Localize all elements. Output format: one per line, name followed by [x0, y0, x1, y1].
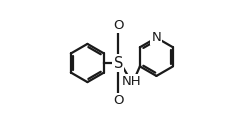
Text: O: O	[113, 19, 124, 32]
Text: N: N	[152, 31, 161, 44]
Text: NH: NH	[122, 75, 142, 88]
Text: S: S	[114, 55, 123, 71]
Text: O: O	[113, 94, 124, 107]
